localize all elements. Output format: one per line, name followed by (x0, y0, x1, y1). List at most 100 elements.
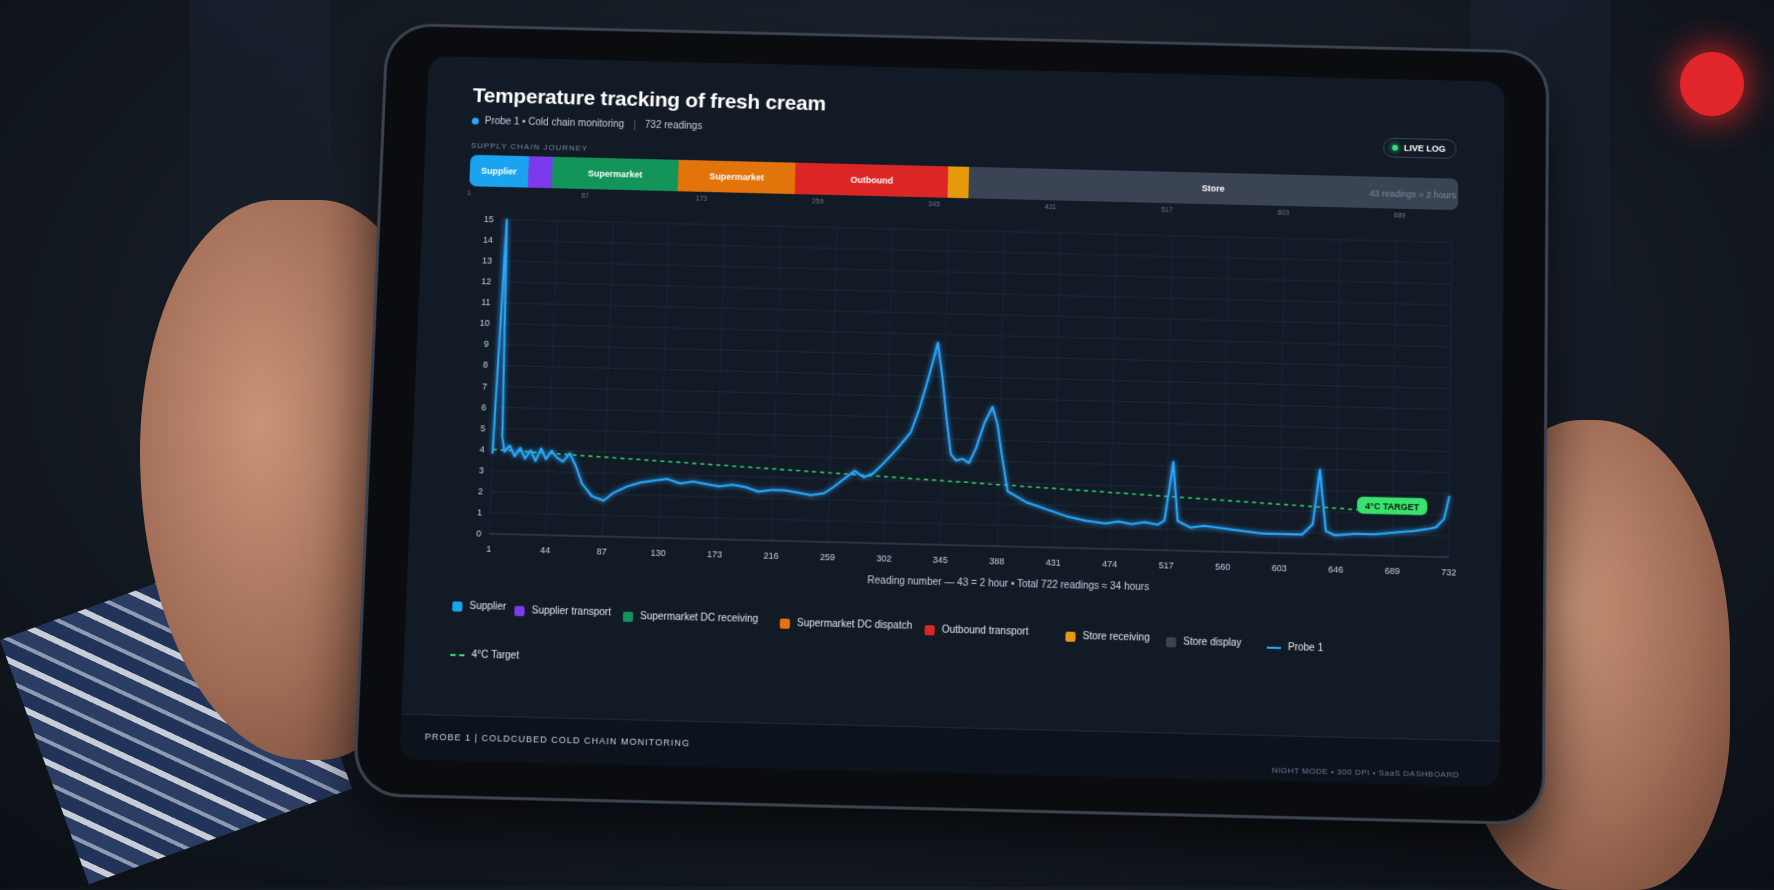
target-label: 4°C TARGET (1365, 501, 1420, 512)
journey-segment: Outbound (795, 162, 949, 198)
y-gridline (498, 324, 1451, 347)
x-tick-label: 732 (1441, 567, 1456, 578)
x-gridline (546, 221, 558, 535)
legend-label: Supermarket DC receiving (639, 611, 759, 626)
live-indicator-icon (1392, 144, 1399, 151)
y-tick-label: 10 (479, 318, 489, 328)
y-gridline (501, 240, 1452, 263)
journey-tick-label: 603 (1277, 209, 1290, 217)
legend-item: Store display (1166, 636, 1242, 649)
y-tick-label: 0 (476, 528, 481, 538)
x-tick-label: 130 (650, 548, 665, 559)
live-log-label: LIVE LOG (1403, 143, 1446, 154)
journey-segment: Supplier (469, 154, 529, 188)
y-gridline (494, 406, 1450, 431)
y-gridline (496, 365, 1450, 388)
x-tick-label: 474 (1102, 559, 1117, 570)
dashboard-screen: Temperature tracking of fresh cream Prob… (399, 55, 1505, 787)
journey-segment-label: Supplier (480, 165, 517, 177)
y-tick-label: 13 (482, 256, 492, 266)
x-axis (489, 534, 1449, 557)
x-tick-label: 44 (540, 545, 550, 555)
x-gridline (941, 230, 949, 544)
x-gridline (828, 228, 837, 542)
legend-swatch (514, 605, 525, 616)
y-axis-title: Temperature °C (453, 340, 464, 410)
live-log-button[interactable]: LIVE LOG (1383, 137, 1457, 160)
y-tick-label: 3 (479, 465, 484, 475)
journey-tick-label: 517 (1160, 206, 1173, 215)
legend-swatch (924, 624, 935, 635)
x-tick-label: 646 (1328, 564, 1343, 575)
legend-item: Supplier transport (514, 605, 611, 618)
readings-count: 732 readings (644, 119, 703, 132)
x-gridline (1054, 233, 1061, 548)
x-gridline (489, 219, 501, 533)
y-tick-label: 4 (479, 444, 484, 454)
x-gridline (997, 232, 1004, 547)
y-gridline (497, 344, 1451, 367)
journey-segment-label: Outbound (850, 174, 894, 186)
x-gridline (659, 224, 670, 538)
subtitle-row: Probe 1 • Cold chain monitoring 732 read… (471, 115, 703, 132)
y-tick-label: 9 (484, 339, 489, 349)
x-tick-label: 302 (876, 553, 891, 564)
y-gridline (502, 219, 1452, 242)
x-gridline (1223, 237, 1228, 552)
background-red-light (1680, 52, 1744, 116)
probe-label: Probe 1 • Cold chain monitoring (484, 115, 625, 131)
y-tick-label: 14 (483, 235, 493, 245)
journey-tick-label: 689 (1393, 212, 1406, 220)
x-tick-label: 216 (763, 550, 778, 561)
legend-item: Supermarket DC dispatch (779, 618, 912, 632)
divider (633, 119, 636, 131)
legend-dash-icon (450, 653, 465, 656)
chart-legend: Supplier Supplier transport Supermarket DC… (450, 600, 1459, 662)
legend-label: Probe 1 (1287, 642, 1324, 655)
y-tick-label: 6 (481, 402, 486, 412)
legend-label: Store display (1183, 636, 1242, 650)
y-tick-label: 11 (481, 297, 491, 307)
y-tick-label: 7 (482, 381, 487, 391)
x-gridline (884, 229, 892, 543)
x-gridline (1279, 238, 1283, 553)
target-badge (1357, 496, 1428, 516)
x-tick-label: 1 (486, 544, 491, 554)
journey-segment (947, 166, 969, 199)
legend-item: Supermarket DC receiving (622, 611, 759, 626)
journey-tick-label: 345 (928, 201, 941, 209)
y-gridline (499, 282, 1451, 305)
x-axis-title: Reading number — 43 = 2 hour • Total 722… (867, 575, 1149, 593)
legend-swatch (622, 611, 634, 622)
legend-swatch (452, 600, 463, 612)
x-tick-label: 87 (596, 546, 606, 556)
y-tick-label: 1 (477, 507, 482, 517)
x-gridline (715, 225, 725, 539)
y-gridline (500, 261, 1451, 284)
x-tick-label: 689 (1385, 566, 1400, 577)
legend-label: Outbound transport (941, 624, 1029, 638)
legend-item: Store receiving (1065, 630, 1150, 644)
x-gridline (1336, 240, 1340, 555)
y-gridline (492, 470, 1450, 493)
x-tick-label: 259 (820, 552, 835, 563)
page-title: Temperature tracking of fresh cream (472, 84, 827, 116)
legend-item: Outbound transport (924, 624, 1029, 638)
legend-label: 4°C Target (471, 649, 520, 662)
journey-tick-label: 87 (581, 192, 590, 200)
legend-swatch (1166, 636, 1177, 647)
y-gridline (493, 428, 1449, 451)
legend-item: 4°C Target (450, 649, 519, 662)
target-line (491, 449, 1422, 514)
y-tick-label: 8 (483, 360, 488, 370)
y-gridline (493, 449, 1450, 472)
journey-tick-label: 1 (466, 190, 472, 198)
journey-tick-label: 173 (695, 195, 708, 203)
tablet-frame: Temperature tracking of fresh cream Prob… (355, 25, 1547, 823)
x-tick-label: 388 (989, 556, 1004, 567)
y-tick-label: 12 (481, 276, 491, 286)
journey-segment (527, 156, 553, 189)
legend-label: Store receiving (1082, 630, 1150, 644)
x-gridline (1110, 234, 1116, 549)
